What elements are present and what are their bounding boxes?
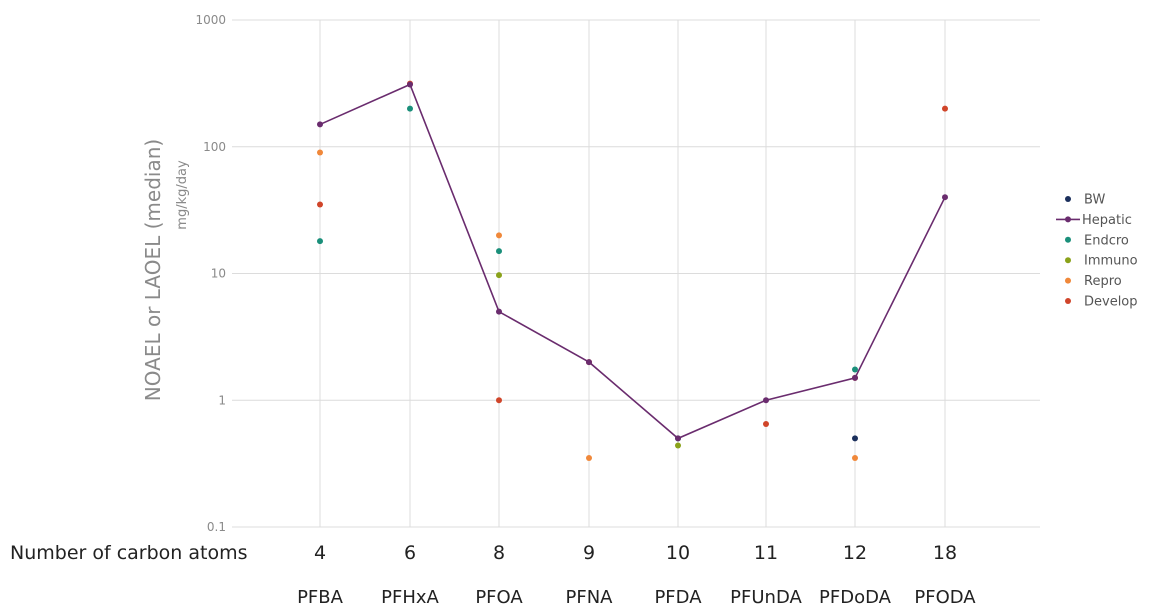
y-tick-label: 100 [203,140,226,154]
immuno-point [675,442,681,449]
x-axis-label: Number of carbon atoms [10,542,248,564]
legend-label: Develop [1084,295,1138,310]
repro-point [586,455,592,462]
legend-item-hepatic: Hepatic [1056,213,1132,228]
compound-label: PFODA [914,587,976,608]
develop-point [942,105,948,112]
legend-label: Immuno [1084,254,1138,269]
legend-marker-swatch [1065,277,1071,284]
x-tick-label: 12 [843,542,867,564]
repro-point [852,455,858,462]
y-tick-label: 0.1 [207,520,226,534]
grid-lines [232,19,1040,528]
x-tick-label: 10 [666,542,690,564]
y-tick-labels: 0.1 1 10 100 1000 [195,13,226,534]
hepatic-point [317,121,323,128]
legend: BW Hepatic Endcro Immuno Repro Develop [1056,193,1138,310]
y-axis-unit-label: mg/kg/day [175,160,190,230]
legend-item-bw: BW [1065,193,1105,208]
x-tick-label: 8 [493,542,505,564]
legend-marker-swatch [1065,236,1071,243]
hepatic-point [942,194,948,201]
compound-labels: PFBA PFHxA PFOA PFNA PFDA PFUnDA PFDoDA PFODA [297,587,976,608]
compound-label: PFOA [475,587,523,608]
legend-item-endcro: Endcro [1065,233,1129,248]
legend-label: Hepatic [1082,213,1132,228]
y-tick-label: 1000 [195,13,226,27]
repro-point [496,232,502,239]
hepatic-point [852,374,858,381]
compound-label: PFUnDA [730,587,802,608]
legend-item-repro: Repro [1065,274,1122,289]
legend-marker-swatch [1065,196,1071,202]
endcro-point [496,248,502,255]
develop-point [496,397,502,404]
series-develop [317,80,948,427]
legend-item-develop: Develop [1065,295,1138,310]
y-tick-label: 10 [211,267,226,281]
develop-point [317,201,323,208]
x-tick-label: 4 [314,542,326,564]
develop-point [763,420,769,427]
compound-label: PFHxA [381,587,439,608]
hepatic-line [319,83,946,440]
immuno-point [496,272,502,279]
hepatic-point [763,397,769,404]
compound-label: PFDoDA [819,587,892,608]
series-repro [317,149,858,462]
x-tick-label: 9 [583,542,595,564]
y-tick-label: 1 [218,393,226,407]
hepatic-point [407,81,413,88]
hepatic-point [496,308,502,315]
hepatic-point [675,435,681,442]
legend-label: Endcro [1084,233,1129,248]
endcro-point [852,366,858,373]
compound-label: PFBA [297,587,344,608]
endcro-point [407,105,413,112]
endcro-point [317,238,323,245]
x-tick-label: 11 [754,542,778,564]
legend-label: Repro [1084,274,1122,289]
hepatic-point [586,359,592,366]
legend-label: BW [1084,193,1105,208]
series-bw [852,435,858,442]
x-tick-label: 18 [933,542,957,564]
series-hepatic [317,81,948,442]
y-axis-label: NOAEL or LAOEL (median) [141,139,165,401]
series-immuno [496,272,681,449]
x-tick-labels: 4 6 8 9 10 11 12 18 [314,542,957,564]
legend-marker-swatch [1065,257,1071,264]
legend-marker-swatch [1065,216,1071,223]
compound-label: PFNA [566,587,614,608]
legend-marker-swatch [1065,298,1071,304]
x-tick-label: 6 [404,542,416,564]
compound-label: PFDA [654,587,702,608]
legend-item-immuno: Immuno [1065,254,1138,269]
repro-point [317,149,323,156]
bw-point [852,435,858,442]
series-layer [317,80,948,462]
